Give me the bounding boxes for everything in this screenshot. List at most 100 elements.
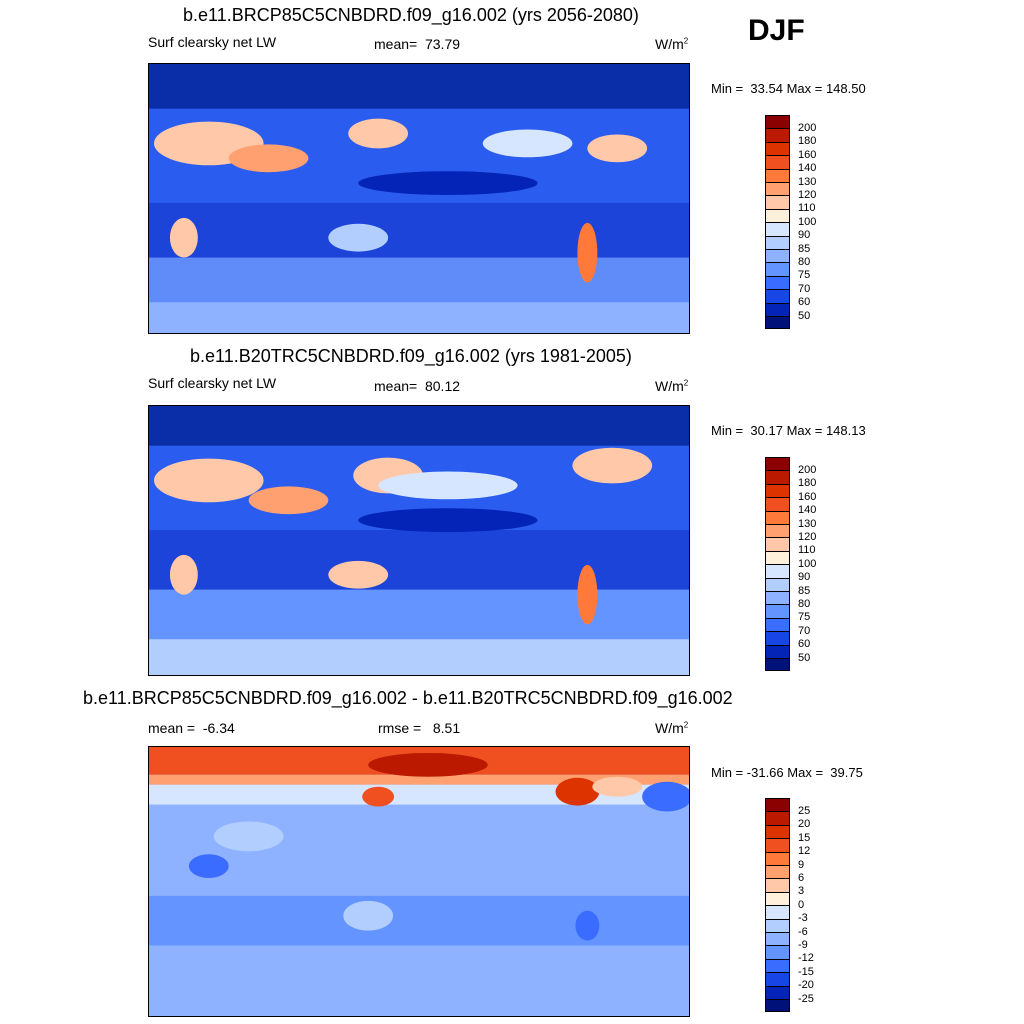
panel1-minmax: Min = 33.54 Max = 148.50: [711, 81, 866, 96]
panel3-map: [148, 746, 690, 1017]
colorbar-tick-label: 50: [798, 309, 811, 322]
panel1-map: [148, 63, 690, 334]
colorbar-swatch: [765, 262, 790, 276]
colorbar-tick-label: 60: [798, 638, 811, 651]
colorbar-swatch: [765, 302, 790, 316]
colorbar-tick-label: 12: [798, 845, 811, 858]
colorbar-swatch: [765, 811, 790, 825]
colorbar-swatch: [765, 932, 790, 946]
colorbar-swatch: [765, 891, 790, 906]
colorbar-swatch: [765, 851, 790, 865]
colorbar-tick-label: -3: [798, 912, 808, 925]
colorbar-tick-label: 100: [798, 557, 817, 570]
colorbar-tick-label: 180: [798, 135, 817, 148]
colorbar-swatch: [765, 182, 790, 196]
colorbar-swatch: [765, 918, 790, 932]
colorbar-tick-label: 130: [798, 517, 817, 530]
colorbar-swatch: [765, 631, 790, 645]
colorbar-tick-label: 120: [798, 530, 817, 543]
colorbar-swatch: [765, 550, 790, 565]
colorbar-swatch: [765, 195, 790, 209]
colorbar-tick-label: 3: [798, 885, 805, 898]
colorbar-tick-label: 180: [798, 477, 817, 490]
colorbar-swatch: [765, 945, 790, 959]
panel3-mean: mean = -6.34: [148, 720, 235, 736]
colorbar-tick-label: 25: [798, 804, 811, 817]
colorbar-swatch: [765, 617, 790, 632]
colorbar-swatch: [765, 249, 790, 263]
colorbar-tick-label: 90: [798, 571, 811, 584]
colorbar-tick-label: 120: [798, 188, 817, 201]
colorbar-swatch: [765, 483, 790, 498]
colorbar-swatch: [765, 289, 790, 303]
colorbar-swatch: [765, 168, 790, 182]
colorbar-swatch: [765, 497, 790, 511]
colorbar-swatch: [765, 155, 790, 169]
colorbar-tick-label: 70: [798, 282, 811, 295]
colorbar-swatch: [765, 141, 790, 156]
colorbar-tick-label: -6: [798, 925, 808, 938]
colorbar-tick-label: 130: [798, 175, 817, 188]
colorbar-tick-label: 140: [798, 504, 817, 517]
colorbar-swatch: [765, 524, 790, 538]
colorbar-swatch: [765, 316, 790, 330]
colorbar-tick-label: -25: [798, 992, 814, 1005]
colorbar-tick-label: 6: [798, 871, 805, 884]
colorbar-swatch: [765, 658, 790, 672]
colorbar-tick-label: 75: [798, 269, 811, 282]
colorbar-swatch: [765, 222, 790, 236]
colorbar-swatch: [765, 644, 790, 658]
colorbar-swatch: [765, 905, 790, 919]
panel3-title: b.e11.BRCP85C5CNBDRD.f09_g16.002 - b.e11…: [83, 688, 733, 708]
panel2-title: b.e11.B20TRC5CNBDRD.f09_g16.002 (yrs 198…: [190, 346, 632, 366]
colorbar-swatch: [765, 275, 790, 290]
colorbar-tick-label: 85: [798, 242, 811, 255]
colorbar-swatch: [765, 878, 790, 892]
panel2-minmax: Min = 30.17 Max = 148.13: [711, 423, 866, 438]
colorbar-tick-label: -20: [798, 979, 814, 992]
colorbar-swatch: [765, 510, 790, 524]
colorbar-swatch: [765, 128, 790, 142]
colorbar-swatch: [765, 604, 790, 618]
colorbar-tick-label: 110: [798, 544, 816, 557]
colorbar-tick-label: 110: [798, 202, 816, 215]
colorbar-tick-label: 100: [798, 215, 817, 228]
colorbar-tick-label: 200: [798, 121, 817, 134]
colorbar-tick-label: 15: [798, 831, 811, 844]
colorbar-swatch: [765, 537, 790, 551]
panel3-rmse: rmse = 8.51: [378, 720, 461, 736]
colorbar-tick-label: 9: [798, 858, 805, 871]
panel1-units: W/m2: [655, 36, 689, 52]
colorbar-swatch: [765, 470, 790, 484]
colorbar-tick-label: 160: [798, 148, 817, 161]
colorbar-swatch: [765, 865, 790, 879]
colorbar-tick-label: 200: [798, 463, 817, 476]
colorbar-swatch: [765, 985, 790, 999]
colorbar-tick-label: 80: [798, 597, 811, 610]
colorbar-swatch: [765, 824, 790, 839]
colorbar-swatch: [765, 972, 790, 986]
colorbar-swatch: [765, 999, 790, 1013]
colorbar-swatch: [765, 235, 790, 249]
colorbar-swatch: [765, 577, 790, 591]
panel2-map: [148, 405, 690, 676]
colorbar-swatch: [765, 457, 790, 471]
colorbar-tick-label: 60: [798, 296, 811, 309]
panel1-variable: Surf clearsky net LW: [148, 34, 277, 50]
panel2-units: W/m2: [655, 378, 689, 394]
colorbar-tick-label: 70: [798, 624, 811, 637]
colorbar-tick-label: 85: [798, 584, 811, 597]
colorbar-tick-label: -15: [798, 965, 814, 978]
colorbar-tick-label: 80: [798, 255, 811, 268]
panel3-units: W/m2: [655, 720, 689, 736]
panel2-mean: mean= 80.12: [374, 378, 461, 394]
season-label: DJF: [748, 14, 805, 47]
panel3-minmax: Min = -31.66 Max = 39.75: [711, 765, 863, 780]
colorbar-swatch: [765, 564, 790, 578]
colorbar-tick-label: 140: [798, 162, 817, 175]
colorbar-tick-label: -9: [798, 938, 808, 951]
panel1-title: b.e11.BRCP85C5CNBDRD.f09_g16.002 (yrs 20…: [183, 5, 639, 25]
colorbar-swatch: [765, 798, 790, 812]
colorbar-swatch: [765, 591, 790, 605]
panel1-mean: mean= 73.79: [374, 36, 461, 52]
